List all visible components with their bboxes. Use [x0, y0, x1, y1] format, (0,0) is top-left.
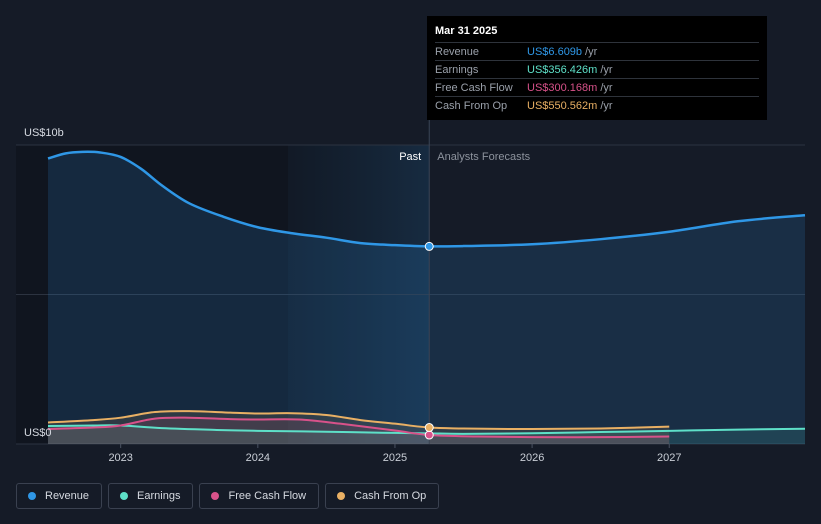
tooltip-label: Earnings: [435, 63, 479, 76]
x-tick-label: 2023: [108, 452, 132, 464]
tooltip-row-free-cash-flow: Free Cash Flow US$300.168m /yr: [435, 78, 759, 96]
tooltip-value: US$356.426m: [527, 63, 598, 76]
tooltip-value: US$300.168m: [527, 81, 598, 94]
series-area-cash-from-op: [48, 411, 670, 444]
y-axis-bottom-label: US$0: [24, 427, 52, 439]
tooltip-row-cash-from-op: Cash From Op US$550.562m /yr: [435, 96, 759, 114]
series-line-earnings: [47, 424, 806, 435]
legend: Revenue Earnings Free Cash Flow Cash Fro…: [16, 483, 440, 509]
tooltip-row-earnings: Earnings US$356.426m /yr: [435, 60, 759, 78]
series-area-revenue: [48, 151, 805, 445]
financial-chart: 2023 2024 2025 2026 2027 US$10b US$0 Past An…: [16, 120, 806, 464]
tooltip-unit: /yr: [585, 45, 598, 58]
y-axis-top-label: US$10b: [24, 127, 64, 139]
legend-dot-icon: [28, 492, 36, 500]
legend-label: Cash From Op: [354, 490, 427, 502]
x-tick-label: 2025: [383, 452, 407, 464]
legend-dot-icon: [211, 492, 220, 500]
tooltip-label: Free Cash Flow: [435, 81, 513, 94]
series-line-free-cash-flow: [47, 416, 670, 439]
series-line-cash-from-op: [47, 410, 670, 431]
series-line-revenue: [47, 150, 806, 248]
legend-item-earnings[interactable]: Earnings: [108, 483, 194, 509]
past-label: Past: [399, 151, 421, 163]
tooltip-unit: /yr: [600, 81, 613, 94]
series-marker-cash-from-op: [424, 423, 434, 433]
legend-item-cash-from-op[interactable]: Cash From Op: [325, 483, 440, 509]
tooltip: Mar 31 2025 Revenue US$6.609b /yr Earnin…: [427, 16, 767, 120]
legend-label: Earnings: [137, 490, 181, 502]
legend-item-revenue[interactable]: Revenue: [16, 483, 103, 509]
x-tick-label: 2026: [520, 452, 544, 464]
legend-label: Revenue: [45, 490, 90, 502]
tooltip-value: US$6.609b: [527, 45, 583, 58]
tooltip-label: Revenue: [435, 45, 480, 58]
tooltip-label: Cash From Op: [435, 99, 508, 112]
tooltip-row-revenue: Revenue US$6.609b /yr: [435, 42, 759, 60]
legend-dot-icon: [337, 492, 346, 500]
series-marker-revenue: [424, 241, 434, 251]
x-tick-label: 2027: [657, 452, 681, 464]
legend-label: Free Cash Flow: [228, 490, 307, 502]
tooltip-date: Mar 31 2025: [435, 25, 498, 37]
x-tick-label: 2024: [246, 452, 270, 464]
tooltip-value: US$550.562m: [527, 99, 598, 112]
series-marker-free-cash-flow: [424, 430, 434, 440]
tooltip-unit: /yr: [600, 99, 613, 112]
legend-dot-icon: [120, 492, 129, 500]
tooltip-unit: /yr: [600, 63, 613, 76]
legend-item-free-cash-flow[interactable]: Free Cash Flow: [199, 483, 320, 509]
forecast-label: Analysts Forecasts: [437, 151, 530, 163]
